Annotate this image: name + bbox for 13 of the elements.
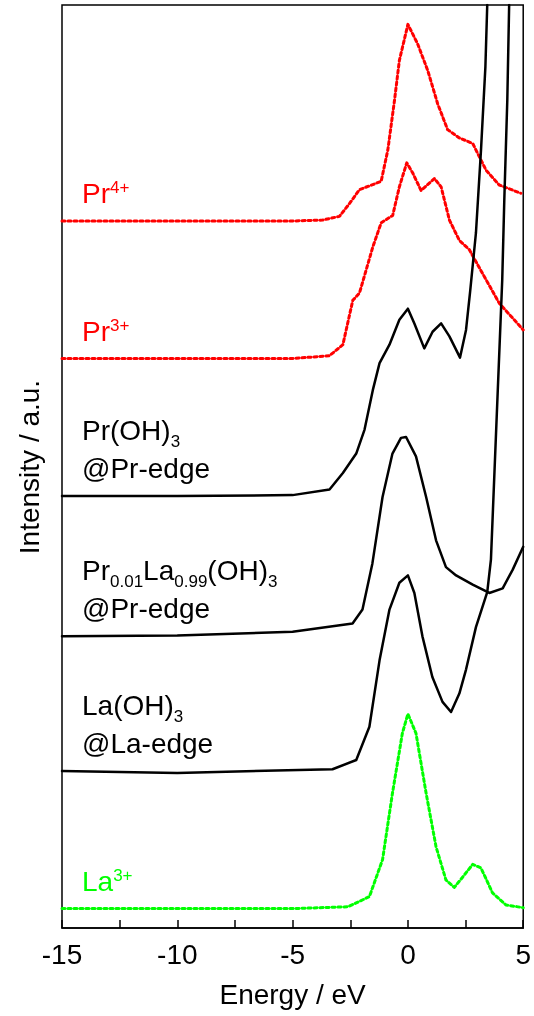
series-label: Pr(OH)$_{3}$ @Pr-edge bbox=[82, 414, 211, 487]
x-tick-label: -15 bbox=[41, 938, 83, 970]
series-label: Pr$^{4+}$ bbox=[82, 176, 130, 211]
y-axis-title: Intensity / a.u. bbox=[14, 379, 47, 554]
text: Pr$_{0.01}$La$_{0.99}$(OH)$_{3}$ @Pr-edge bbox=[82, 555, 278, 625]
series-label: Pr$^{3+}$ bbox=[82, 314, 130, 349]
x-axis-title: Energy / eV bbox=[219, 978, 367, 1010]
x-tick-label: -5 bbox=[280, 938, 306, 970]
x-tick-label: 5 bbox=[515, 938, 531, 970]
x-tick-label: -10 bbox=[157, 938, 198, 970]
series-label: La$^{3+}$ bbox=[82, 864, 133, 899]
series-label: La(OH)$_{3}$ @La-edge bbox=[82, 689, 214, 762]
x-tick-label: 0 bbox=[400, 938, 416, 970]
